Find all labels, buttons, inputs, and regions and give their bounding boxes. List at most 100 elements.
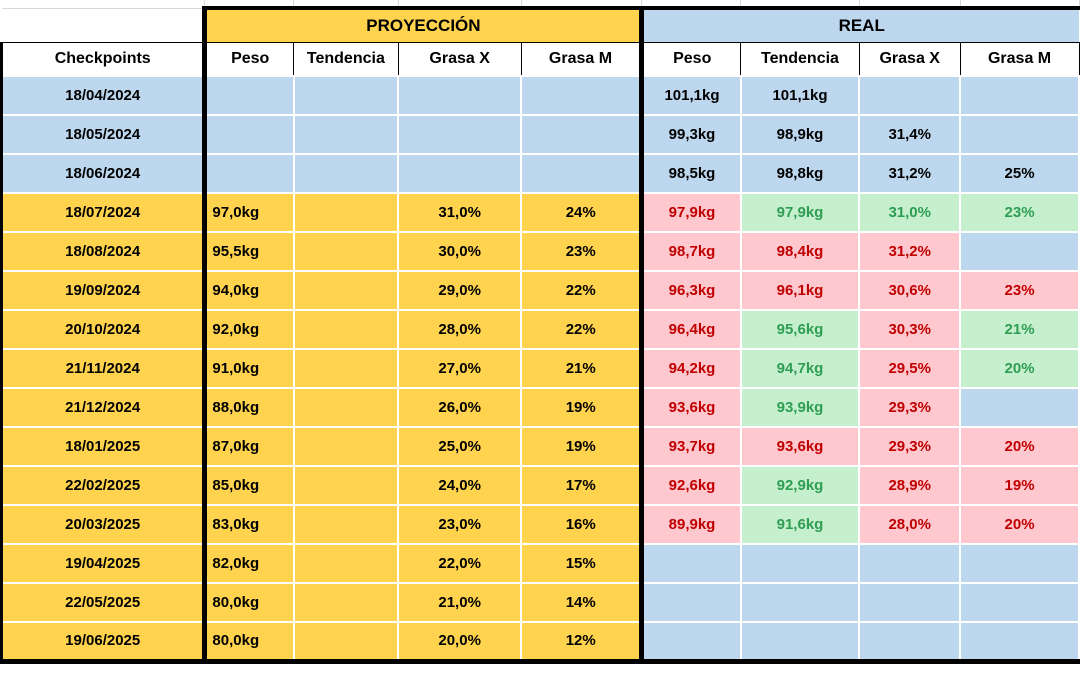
proj-grasa-m-column-header[interactable]: Grasa M [520, 41, 643, 77]
real-peso-cell[interactable]: 96,4kg [639, 309, 742, 350]
proj-peso-cell[interactable]: 91,0kg [202, 348, 295, 389]
real-peso-column-header[interactable]: Peso [639, 41, 742, 77]
real-grasa-x-cell[interactable]: 28,9% [858, 465, 962, 506]
proj-tendencia-cell[interactable] [292, 465, 400, 506]
real-tendencia-cell[interactable]: 101,1kg [739, 75, 861, 116]
proj-grasa-m-cell[interactable]: 22% [520, 309, 643, 350]
real-grasa-m-cell[interactable] [959, 231, 1080, 272]
real-peso-cell[interactable]: 92,6kg [639, 465, 742, 506]
proj-peso-cell[interactable]: 87,0kg [202, 426, 295, 467]
proj-tendencia-cell[interactable] [292, 387, 400, 428]
proj-tendencia-cell[interactable] [292, 504, 400, 545]
proj-grasa-m-cell[interactable] [520, 75, 643, 116]
real-grasa-x-cell[interactable] [858, 75, 962, 116]
proj-grasa-m-cell[interactable]: 17% [520, 465, 643, 506]
proj-grasa-m-cell[interactable] [520, 114, 643, 155]
proj-tendencia-cell[interactable] [292, 114, 400, 155]
checkpoint-date-cell[interactable]: 22/05/2025 [0, 582, 206, 623]
real-grasa-m-cell[interactable]: 20% [959, 426, 1080, 467]
real-peso-cell[interactable]: 93,6kg [639, 387, 742, 428]
checkpoint-date-cell[interactable]: 18/08/2024 [0, 231, 206, 272]
proj-peso-cell[interactable]: 88,0kg [202, 387, 295, 428]
real-tendencia-cell[interactable]: 93,9kg [739, 387, 861, 428]
proj-grasa-m-cell[interactable]: 15% [520, 543, 643, 584]
real-grasa-x-cell[interactable]: 31,0% [858, 192, 962, 233]
proj-grasa-x-column-header[interactable]: Grasa X [397, 41, 522, 77]
real-grasa-m-cell[interactable] [959, 543, 1080, 584]
real-grasa-x-cell[interactable] [858, 582, 962, 623]
proj-grasa-m-cell[interactable]: 24% [520, 192, 643, 233]
checkpoint-date-cell[interactable]: 21/12/2024 [0, 387, 206, 428]
real-tendencia-cell[interactable]: 95,6kg [739, 309, 861, 350]
checkpoint-date-cell[interactable]: 18/05/2024 [0, 114, 206, 155]
real-grasa-m-cell[interactable]: 21% [959, 309, 1080, 350]
real-grasa-x-cell[interactable] [858, 621, 962, 664]
real-grasa-m-cell[interactable] [959, 75, 1080, 116]
checkpoint-date-cell[interactable]: 18/07/2024 [0, 192, 206, 233]
proj-grasa-m-cell[interactable]: 21% [520, 348, 643, 389]
proj-grasa-x-cell[interactable] [397, 75, 523, 116]
real-tendencia-cell[interactable]: 98,8kg [739, 153, 861, 194]
proj-tendencia-cell[interactable] [292, 621, 400, 664]
real-peso-cell[interactable]: 99,3kg [639, 114, 742, 155]
real-grasa-x-cell[interactable]: 29,3% [858, 426, 962, 467]
real-tendencia-cell[interactable]: 92,9kg [739, 465, 861, 506]
real-tendencia-cell[interactable] [739, 582, 861, 623]
real-tendencia-column-header[interactable]: Tendencia [740, 41, 860, 77]
real-peso-cell[interactable] [639, 543, 742, 584]
real-peso-cell[interactable] [639, 582, 742, 623]
proj-grasa-m-cell[interactable] [520, 153, 643, 194]
real-grasa-x-cell[interactable]: 29,3% [858, 387, 962, 428]
real-section-header[interactable]: REAL [641, 6, 1079, 43]
proyeccion-section-header[interactable]: PROYECCIÓN [202, 6, 645, 43]
proj-grasa-m-cell[interactable]: 16% [520, 504, 643, 545]
proj-grasa-x-cell[interactable]: 21,0% [397, 582, 523, 623]
real-peso-cell[interactable]: 98,7kg [639, 231, 742, 272]
checkpoint-date-cell[interactable]: 21/11/2024 [0, 348, 206, 389]
proj-peso-cell[interactable]: 82,0kg [202, 543, 295, 584]
real-peso-cell[interactable] [639, 621, 742, 664]
proj-grasa-x-cell[interactable]: 28,0% [397, 309, 523, 350]
real-grasa-m-cell[interactable]: 25% [959, 153, 1080, 194]
real-grasa-m-cell[interactable]: 20% [959, 348, 1080, 389]
proj-grasa-m-cell[interactable]: 22% [520, 270, 643, 311]
real-grasa-m-cell[interactable] [959, 582, 1080, 623]
real-peso-cell[interactable]: 96,3kg [639, 270, 742, 311]
proj-grasa-x-cell[interactable]: 25,0% [397, 426, 523, 467]
real-peso-cell[interactable]: 93,7kg [639, 426, 742, 467]
real-tendencia-cell[interactable]: 93,6kg [739, 426, 861, 467]
real-tendencia-cell[interactable]: 91,6kg [739, 504, 861, 545]
checkpoint-date-cell[interactable]: 20/10/2024 [0, 309, 206, 350]
proj-grasa-x-cell[interactable]: 24,0% [397, 465, 523, 506]
proj-peso-cell[interactable]: 97,0kg [202, 192, 295, 233]
proj-tendencia-cell[interactable] [292, 309, 400, 350]
real-grasa-m-cell[interactable] [959, 621, 1080, 664]
real-peso-cell[interactable]: 101,1kg [639, 75, 742, 116]
proj-tendencia-cell[interactable] [292, 543, 400, 584]
real-grasa-x-cell[interactable]: 31,2% [858, 231, 962, 272]
checkpoint-date-cell[interactable]: 19/06/2025 [0, 621, 206, 664]
real-tendencia-cell[interactable]: 94,7kg [739, 348, 861, 389]
real-grasa-m-cell[interactable] [959, 114, 1080, 155]
real-grasa-x-cell[interactable]: 31,4% [858, 114, 962, 155]
proj-peso-cell[interactable]: 95,5kg [202, 231, 295, 272]
proj-grasa-m-cell[interactable]: 12% [520, 621, 643, 664]
checkpoint-date-cell[interactable]: 18/06/2024 [0, 153, 206, 194]
proj-peso-cell[interactable]: 83,0kg [202, 504, 295, 545]
proj-peso-cell[interactable] [202, 114, 295, 155]
proj-peso-column-header[interactable]: Peso [202, 41, 295, 77]
proj-grasa-x-cell[interactable]: 23,0% [397, 504, 523, 545]
real-tendencia-cell[interactable] [739, 543, 861, 584]
proj-grasa-x-cell[interactable]: 30,0% [397, 231, 523, 272]
proj-tendencia-cell[interactable] [292, 582, 400, 623]
checkpoint-date-cell[interactable]: 18/01/2025 [0, 426, 206, 467]
proj-peso-cell[interactable]: 94,0kg [202, 270, 295, 311]
proj-grasa-m-cell[interactable]: 19% [520, 387, 643, 428]
proj-peso-cell[interactable] [202, 75, 295, 116]
real-grasa-m-cell[interactable]: 20% [959, 504, 1080, 545]
proj-tendencia-column-header[interactable]: Tendencia [293, 41, 399, 77]
real-tendencia-cell[interactable]: 96,1kg [739, 270, 861, 311]
real-grasa-m-column-header[interactable]: Grasa M [959, 41, 1080, 77]
proj-tendencia-cell[interactable] [292, 75, 400, 116]
proj-tendencia-cell[interactable] [292, 270, 400, 311]
